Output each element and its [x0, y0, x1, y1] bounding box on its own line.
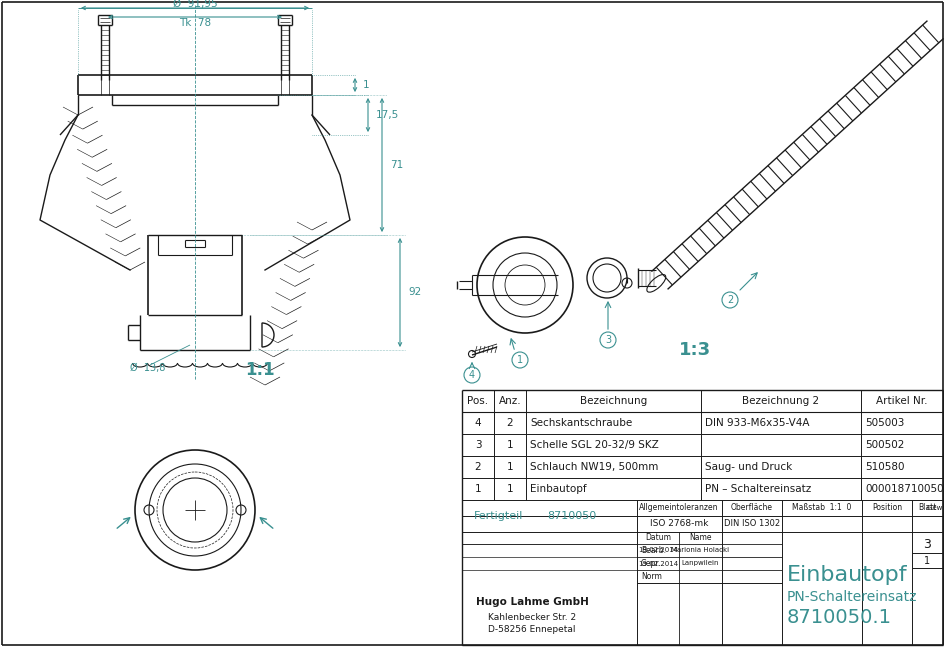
Text: Tk  78: Tk 78	[178, 18, 211, 28]
Text: 500502: 500502	[864, 440, 903, 450]
Text: Schlauch NW19, 500mm: Schlauch NW19, 500mm	[530, 462, 658, 472]
Text: 1: 1	[474, 484, 480, 494]
Text: ISO 2768-mk: ISO 2768-mk	[649, 520, 707, 529]
Text: 1: 1	[923, 556, 930, 565]
Text: Kahlenbecker Str. 2: Kahlenbecker Str. 2	[487, 613, 576, 622]
Text: 1: 1	[506, 440, 513, 450]
Text: 1: 1	[362, 80, 369, 90]
Text: 1: 1	[506, 462, 513, 472]
Text: PN – Schaltereinsatz: PN – Schaltereinsatz	[704, 484, 810, 494]
Text: DIN ISO 1302: DIN ISO 1302	[723, 520, 779, 529]
Text: Blatt: Blatt	[918, 503, 936, 512]
Text: Schelle SGL 20-32/9 SKZ: Schelle SGL 20-32/9 SKZ	[530, 440, 658, 450]
Text: 3: 3	[474, 440, 480, 450]
Text: 1:3: 1:3	[678, 341, 710, 359]
Text: Lanpwilein: Lanpwilein	[681, 560, 718, 567]
Text: Einbautopf: Einbautopf	[786, 565, 906, 585]
Text: Ø  13,8: Ø 13,8	[130, 363, 165, 373]
Text: Artikel Nr.: Artikel Nr.	[875, 396, 927, 406]
Text: Marionia Holacki: Marionia Holacki	[670, 547, 728, 553]
Text: Sechskantschraube: Sechskantschraube	[530, 418, 632, 428]
Text: 8710050: 8710050	[547, 511, 596, 521]
Text: Hugo Lahme GmbH: Hugo Lahme GmbH	[475, 597, 588, 607]
Text: 1: 1	[506, 484, 513, 494]
Text: 1: 1	[516, 355, 523, 365]
Text: Gewicht  0,940 kg: Gewicht 0,940 kg	[926, 505, 944, 511]
Text: Position: Position	[871, 503, 902, 512]
Text: D-58256 Ennepetal: D-58256 Ennepetal	[488, 625, 575, 634]
Text: 2: 2	[474, 462, 480, 472]
Text: PN-Schaltereinsatz: PN-Schaltereinsatz	[786, 590, 917, 604]
Text: 510580: 510580	[864, 462, 903, 472]
Text: 19.02.2014: 19.02.2014	[637, 560, 678, 567]
Text: 2: 2	[726, 295, 733, 305]
Text: Maßstab  1:1  0: Maßstab 1:1 0	[791, 503, 851, 512]
Text: 2: 2	[506, 418, 513, 428]
Text: DIN 933-M6x35-V4A: DIN 933-M6x35-V4A	[704, 418, 809, 428]
Text: Pos.: Pos.	[467, 396, 488, 406]
Text: 17,5: 17,5	[376, 110, 398, 120]
Text: 92: 92	[408, 287, 421, 297]
Text: Gepr.: Gepr.	[640, 559, 661, 568]
Text: Name: Name	[688, 534, 711, 542]
Text: 19.02.2014: 19.02.2014	[637, 547, 678, 553]
Text: Einbautopf: Einbautopf	[530, 484, 586, 494]
Text: Datum: Datum	[645, 534, 670, 542]
Text: Anz.: Anz.	[498, 396, 521, 406]
Text: Bezeichnung: Bezeichnung	[580, 396, 647, 406]
Text: 8710050.1: 8710050.1	[786, 608, 891, 626]
Text: 1:1: 1:1	[244, 361, 275, 379]
Text: Allgemeintoleranzen: Allgemeintoleranzen	[638, 503, 718, 512]
Text: 505003: 505003	[864, 418, 903, 428]
Text: Norm: Norm	[640, 572, 661, 581]
Text: 3: 3	[922, 538, 931, 551]
Text: 4: 4	[474, 418, 480, 428]
Text: 4: 4	[468, 370, 475, 380]
Text: Ø  91,95: Ø 91,95	[173, 0, 217, 9]
Text: Fertigteil: Fertigteil	[474, 511, 523, 521]
Text: Bearb.: Bearb.	[640, 546, 666, 555]
Text: Oberfläche: Oberfläche	[731, 503, 772, 512]
Text: Bezeichnung 2: Bezeichnung 2	[742, 396, 818, 406]
Text: 3: 3	[604, 335, 611, 345]
Text: 71: 71	[390, 160, 403, 170]
Text: Saug- und Druck: Saug- und Druck	[704, 462, 791, 472]
Text: 000018710050: 000018710050	[864, 484, 943, 494]
